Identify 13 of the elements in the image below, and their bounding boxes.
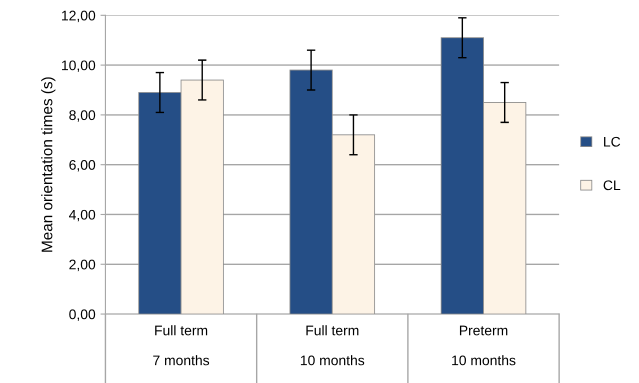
y-axis-title: Mean orientation times (s): [41, 77, 56, 252]
y-tick-label: 0,00: [69, 309, 96, 321]
category-label: Full term 7 months: [153, 325, 210, 366]
category-label: Full term 10 months: [300, 325, 364, 366]
y-tick-label: 12,00: [62, 10, 96, 22]
legend-label: CL: [604, 180, 620, 190]
y-tick-label: 6,00: [69, 160, 96, 172]
legend-label: LC: [604, 136, 620, 147]
y-tick-label: 10,00: [62, 60, 96, 72]
category-label: Preterm 10 months: [452, 326, 516, 366]
y-tick-label: 2,00: [69, 260, 96, 272]
y-tick-label: 4,00: [69, 210, 96, 222]
y-tick-label: 8,00: [69, 110, 96, 122]
